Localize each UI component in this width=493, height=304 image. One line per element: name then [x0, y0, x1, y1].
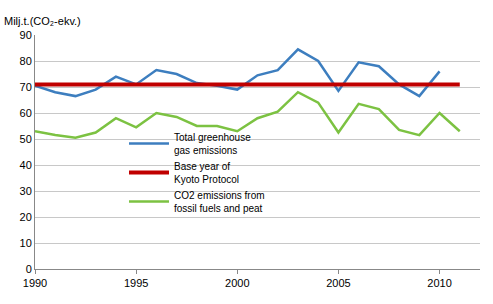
svg-text:40: 40 — [20, 159, 32, 171]
svg-text:Milj.t.(CO₂-ekv.): Milj.t.(CO₂-ekv.) — [4, 15, 81, 27]
svg-text:2010: 2010 — [427, 277, 451, 289]
svg-text:10: 10 — [20, 237, 32, 249]
svg-text:CO2 emissions fromfossil fuels: CO2 emissions fromfossil fuels and peat — [174, 190, 265, 214]
svg-text:2000: 2000 — [225, 277, 249, 289]
svg-text:30: 30 — [20, 185, 32, 197]
svg-text:1990: 1990 — [23, 277, 47, 289]
svg-text:90: 90 — [20, 29, 32, 41]
svg-text:1995: 1995 — [124, 277, 148, 289]
svg-text:50: 50 — [20, 133, 32, 145]
svg-text:Total greenhousegas emissions: Total greenhousegas emissions — [174, 132, 251, 156]
svg-text:60: 60 — [20, 107, 32, 119]
svg-text:70: 70 — [20, 81, 32, 93]
svg-text:2005: 2005 — [326, 277, 350, 289]
svg-text:80: 80 — [20, 55, 32, 67]
svg-text:0: 0 — [26, 263, 32, 275]
svg-text:Base year ofKyoto Protocol: Base year ofKyoto Protocol — [174, 161, 239, 185]
svg-text:20: 20 — [20, 211, 32, 223]
